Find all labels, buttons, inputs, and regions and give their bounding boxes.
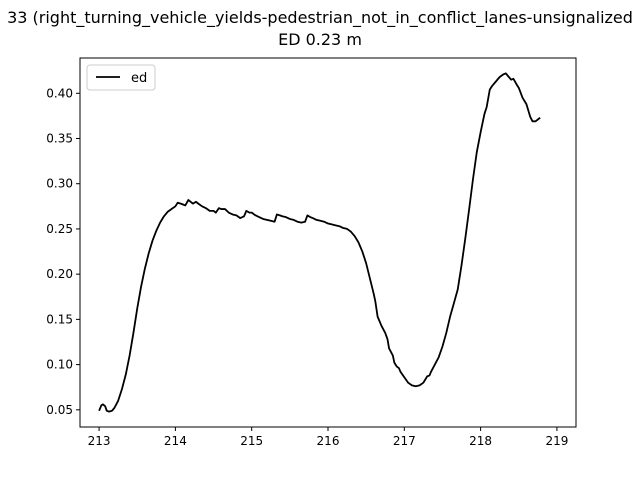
y-tick-label: 0.25 (46, 222, 73, 236)
x-tick-label: 213 (88, 434, 111, 448)
series-line-ed (98, 72, 541, 413)
y-tick-label: 0.15 (46, 312, 73, 326)
chart-subtitle: ED 0.23 m (278, 30, 362, 49)
legend-label-ed: ed (131, 71, 147, 86)
chart-title: 33 (right_turning_vehicle_yields-pedestr… (7, 8, 633, 27)
x-tick-label: 216 (317, 434, 340, 448)
x-tick-label: 219 (545, 434, 568, 448)
legend: ed (86, 64, 156, 91)
y-axis: 0.05 0.10 0.15 0.20 0.25 0.30 0.35 0.40 (46, 86, 80, 417)
x-tick-label: 215 (240, 434, 263, 448)
y-tick-label: 0.20 (46, 267, 73, 281)
y-tick-label: 0.40 (46, 86, 73, 100)
x-tick-label: 217 (393, 434, 416, 448)
y-tick-label: 0.05 (46, 403, 73, 417)
legend-box (86, 64, 156, 91)
series-layer (98, 72, 541, 413)
y-tick-label: 0.30 (46, 177, 73, 191)
x-tick-label: 214 (164, 434, 187, 448)
plot-area-frame (79, 57, 577, 428)
y-tick-label: 0.35 (46, 131, 73, 145)
x-tick-label: 218 (469, 434, 492, 448)
x-axis: 213 214 215 216 217 218 219 (88, 427, 568, 448)
y-tick-label: 0.10 (46, 358, 73, 372)
